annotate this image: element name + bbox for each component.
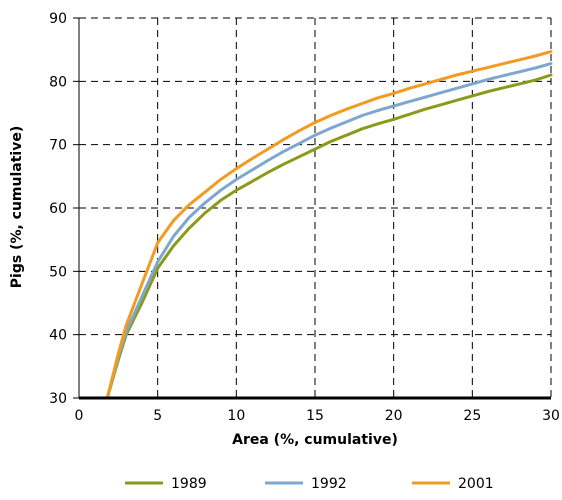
series-line-1989	[105, 73, 553, 400]
axes	[73, 17, 552, 400]
legend-label: 1989	[171, 476, 207, 492]
y-tick-label: 80	[49, 74, 67, 90]
y-tick-label: 60	[49, 201, 67, 217]
legend-label: 2001	[458, 476, 494, 492]
tick-labels: 0 5 10 15 20 25 30 30 40 50 60 70 80 90	[49, 11, 560, 424]
y-tick-label: 90	[49, 11, 67, 27]
x-tick-label: 25	[463, 408, 481, 424]
x-tick-label: 5	[153, 408, 162, 424]
x-axis-title: Area (%, cumulative)	[232, 432, 398, 448]
series-line-1992	[105, 62, 553, 400]
legend-item-1989: 1989	[125, 476, 207, 492]
grid	[79, 17, 552, 398]
series-layer	[105, 50, 553, 400]
x-tick-label: 15	[306, 408, 324, 424]
legend-item-2001: 2001	[412, 476, 494, 492]
series-line-2001	[105, 50, 553, 400]
legend-label: 1992	[311, 476, 347, 492]
y-tick-label: 50	[49, 264, 67, 280]
x-tick-label: 0	[75, 408, 84, 424]
x-tick-label: 10	[227, 408, 245, 424]
legend: 1989 1992 2001	[125, 476, 494, 492]
x-tick-label: 30	[542, 408, 560, 424]
legend-item-1992: 1992	[265, 476, 347, 492]
y-axis-title: Pigs (%, cumulative)	[9, 126, 25, 288]
y-tick-label: 40	[49, 328, 67, 344]
y-tick-label: 30	[49, 391, 67, 407]
y-tick-label: 70	[49, 138, 67, 154]
x-tick-label: 20	[385, 408, 403, 424]
